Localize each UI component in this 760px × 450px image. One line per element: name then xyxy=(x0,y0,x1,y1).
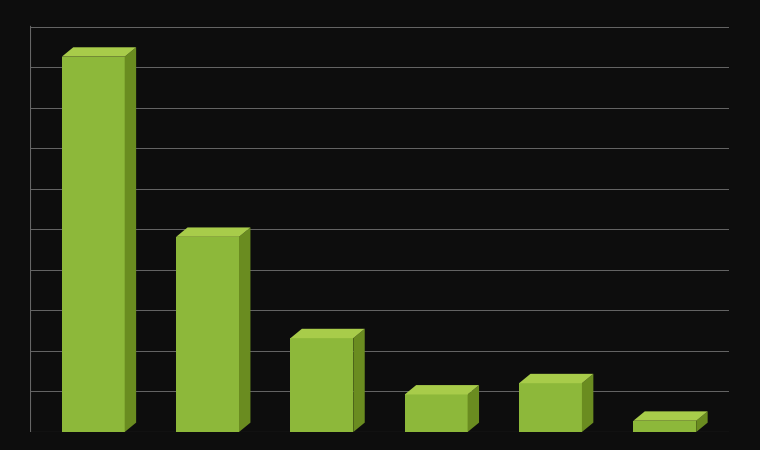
Polygon shape xyxy=(290,329,365,338)
Polygon shape xyxy=(176,237,239,432)
Polygon shape xyxy=(519,383,582,432)
Polygon shape xyxy=(62,57,125,432)
Polygon shape xyxy=(353,329,365,432)
Polygon shape xyxy=(62,47,136,57)
Polygon shape xyxy=(405,385,479,395)
Polygon shape xyxy=(633,421,696,432)
Polygon shape xyxy=(125,47,136,432)
Polygon shape xyxy=(176,227,251,237)
Polygon shape xyxy=(519,374,594,383)
Polygon shape xyxy=(239,227,251,432)
Polygon shape xyxy=(467,385,479,432)
Polygon shape xyxy=(405,395,467,432)
Polygon shape xyxy=(582,374,594,432)
Polygon shape xyxy=(290,338,353,432)
Polygon shape xyxy=(696,411,708,432)
Polygon shape xyxy=(633,411,708,421)
